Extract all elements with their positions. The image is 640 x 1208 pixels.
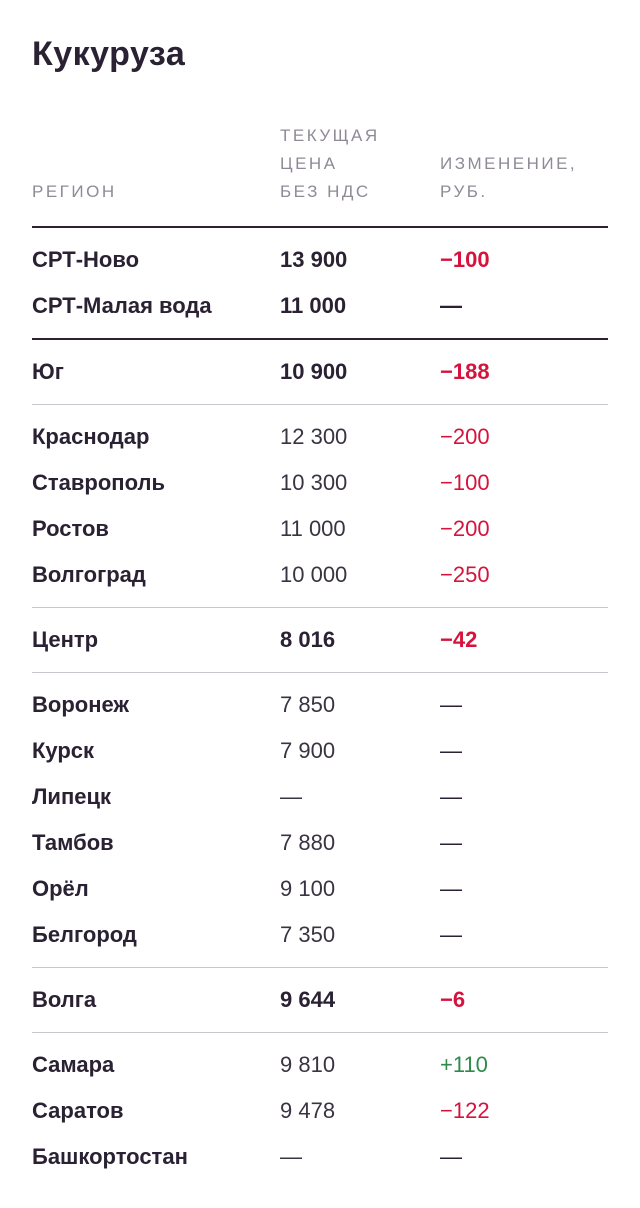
- region-cell: Самара: [32, 1052, 115, 1077]
- change-cell: —: [440, 784, 462, 809]
- change-cell: —: [440, 876, 462, 901]
- price-cell: 9 644: [280, 987, 336, 1012]
- price-cell: 7 900: [280, 738, 336, 763]
- price-cell: 7 350: [280, 922, 336, 947]
- region-cell: Краснодар: [32, 424, 150, 449]
- price-cell: 10 900: [280, 359, 348, 384]
- table-group: Воронеж 7 850 — Курск 7 900 — Липецк — — Тамбов 7 …: [32, 673, 608, 968]
- change-cell: +110: [440, 1052, 488, 1077]
- price-cell: —: [280, 1144, 302, 1169]
- region-cell: Волга: [32, 987, 97, 1012]
- table-row: Липецк — —: [32, 774, 608, 820]
- region-cell: Ростов: [32, 516, 109, 541]
- table-group: СРТ-Ново 13 900 −100 СРТ-Малая вода 11 000 —: [32, 228, 608, 340]
- table-row: Ставрополь 10 300 −100: [32, 460, 608, 506]
- price-cell: 13 900: [280, 247, 348, 272]
- region-cell: Липецк: [32, 784, 112, 809]
- change-cell: —: [440, 293, 462, 318]
- region-cell: Ставрополь: [32, 470, 165, 495]
- table-row: СРТ-Ново 13 900 −100: [32, 237, 608, 283]
- table-row: Тамбов 7 880 —: [32, 820, 608, 866]
- table-row: Волгоград 10 000 −250: [32, 552, 608, 598]
- page-title: Кукуруза: [32, 35, 186, 73]
- region-cell: Орёл: [32, 876, 89, 901]
- table-group: Краснодар 12 300 −200 Ставрополь 10 300 −100 Р…: [32, 405, 608, 608]
- change-cell: —: [440, 1144, 462, 1169]
- price-cell: 11 000: [280, 516, 346, 541]
- region-cell: Воронеж: [32, 692, 130, 717]
- price-cell: 9 478: [280, 1098, 336, 1123]
- price-cell: —: [280, 784, 302, 809]
- region-cell: Белгород: [32, 922, 137, 947]
- price-cell: 9 100: [280, 876, 336, 901]
- region-cell: Саратов: [32, 1098, 124, 1123]
- table-row: Волга 9 644 −6: [32, 977, 608, 1023]
- table-group-summary: Центр 8 016 −42: [32, 608, 608, 673]
- region-cell: СРТ-Ново: [32, 247, 140, 272]
- table-row: Башкортостан — —: [32, 1134, 608, 1180]
- table-row: Юг 10 900 −188: [32, 349, 608, 395]
- change-cell: −100: [440, 247, 490, 272]
- change-cell: —: [440, 922, 462, 947]
- table-row: Центр 8 016 −42: [32, 617, 608, 663]
- table-row: Орёл 9 100 —: [32, 866, 608, 912]
- table-group: Самара 9 810 +110 Саратов 9 478 −122 Башкортос…: [32, 1033, 608, 1189]
- change-cell: −122: [440, 1098, 490, 1123]
- table-row: Ростов 11 000 −200: [32, 506, 608, 552]
- price-cell: 9 810: [280, 1052, 336, 1077]
- price-cell: 7 880: [280, 830, 336, 855]
- column-header-price: ТЕКУЩАЯ ЦЕНА БЕЗ НДС: [280, 126, 380, 201]
- change-cell: −188: [440, 359, 490, 384]
- price-cell: 8 016: [280, 627, 336, 652]
- table-header: РЕГИОН ТЕКУЩАЯ ЦЕНА БЕЗ НДС ИЗМЕНЕНИЕ, Р…: [32, 120, 608, 228]
- change-cell: −200: [440, 424, 490, 449]
- region-cell: Башкортостан: [32, 1144, 188, 1169]
- region-cell: Курск: [32, 738, 95, 763]
- table-row: Краснодар 12 300 −200: [32, 414, 608, 460]
- region-cell: Тамбов: [32, 830, 114, 855]
- table-body: СРТ-Ново 13 900 −100 СРТ-Малая вода 11 000 — Ю…: [32, 228, 608, 1189]
- table-group-summary: Волга 9 644 −6: [32, 968, 608, 1033]
- table-row: Самара 9 810 +110: [32, 1042, 608, 1088]
- price-cell: 12 300: [280, 424, 348, 449]
- table-row: Саратов 9 478 −122: [32, 1088, 608, 1134]
- price-cell: 10 000: [280, 562, 348, 587]
- table-row: Белгород 7 350 —: [32, 912, 608, 958]
- region-cell: СРТ-Малая вода: [32, 293, 212, 318]
- change-cell: −42: [440, 627, 478, 652]
- table-row: Курск 7 900 —: [32, 728, 608, 774]
- table-row: Воронеж 7 850 —: [32, 682, 608, 728]
- region-cell: Юг: [32, 359, 64, 384]
- change-cell: −6: [440, 987, 466, 1012]
- table-row: СРТ-Малая вода 11 000 —: [32, 283, 608, 329]
- column-header-change: ИЗМЕНЕНИЕ, РУБ.: [440, 154, 578, 201]
- change-cell: −250: [440, 562, 490, 587]
- price-cell: 7 850: [280, 692, 336, 717]
- change-cell: —: [440, 830, 462, 855]
- region-cell: Центр: [32, 627, 99, 652]
- region-cell: Волгоград: [32, 562, 146, 587]
- price-cell: 10 300: [280, 470, 348, 495]
- change-cell: —: [440, 692, 462, 717]
- price-cell: 11 000: [280, 293, 347, 318]
- change-cell: —: [440, 738, 462, 763]
- change-cell: −200: [440, 516, 490, 541]
- column-header-region: РЕГИОН: [32, 182, 117, 201]
- table-group-summary: Юг 10 900 −188: [32, 340, 608, 405]
- change-cell: −100: [440, 470, 490, 495]
